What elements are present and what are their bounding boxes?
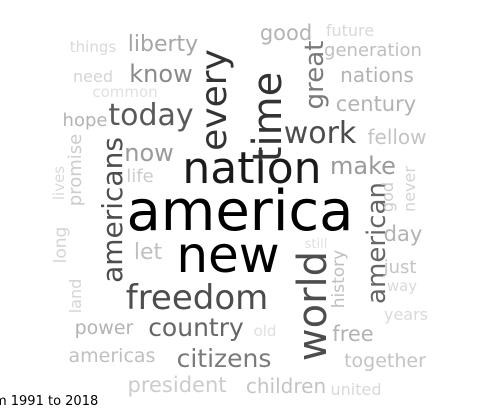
- cloud-word-need: need: [73, 67, 113, 86]
- cloud-word-still: still: [305, 237, 328, 252]
- cloud-word-america: america: [126, 179, 353, 244]
- cloud-word-things: things: [70, 38, 117, 56]
- cloud-word-liberty: liberty: [128, 32, 198, 57]
- cloud-word-nation: nation: [182, 143, 321, 194]
- cloud-word-future: future: [326, 21, 374, 40]
- cloud-word-children: children: [246, 374, 326, 398]
- cloud-word-fellow: fellow: [367, 125, 426, 149]
- cloud-word-common: common: [92, 83, 157, 101]
- cloud-word-hope: hope: [63, 110, 108, 131]
- cloud-word-americas: americas: [69, 345, 156, 367]
- cloud-word-years: years: [384, 305, 428, 324]
- cloud-word-generation: generation: [324, 40, 422, 61]
- cloud-word-old: old: [254, 322, 277, 340]
- cloud-word-free: free: [332, 322, 373, 346]
- cloud-word-life: life: [126, 166, 153, 187]
- cloud-word-today: today: [108, 98, 193, 133]
- cloud-word-never: never: [400, 166, 419, 212]
- cloud-word-now: now: [124, 139, 174, 167]
- cloud-word-president: president: [128, 373, 227, 397]
- cloud-word-promise: promise: [65, 134, 86, 206]
- cloud-word-great: great: [300, 41, 330, 110]
- cloud-word-freedom: freedom: [126, 278, 269, 318]
- cloud-word-day: day: [384, 222, 423, 246]
- cloud-word-lives: lives: [50, 166, 68, 200]
- cloud-word-americans: americans: [96, 137, 129, 283]
- cloud-word-long: long: [51, 227, 71, 264]
- cloud-word-time: time: [245, 72, 291, 162]
- cloud-word-american: american: [362, 182, 392, 304]
- cloud-word-world: world: [290, 251, 336, 361]
- cloud-word-let: let: [134, 240, 163, 265]
- cloud-word-just: just: [383, 257, 417, 278]
- cloud-word-god: god: [378, 182, 397, 212]
- cloud-word-united: united: [331, 380, 382, 399]
- cloud-word-new: new: [176, 226, 279, 284]
- cloud-word-history: history: [329, 250, 349, 308]
- cloud-word-know: know: [129, 60, 192, 88]
- cloud-word-every: every: [194, 49, 235, 151]
- cloud-word-century: century: [336, 92, 416, 116]
- cloud-word-country: country: [148, 313, 244, 342]
- cloud-word-nations: nations: [340, 63, 414, 87]
- cloud-word-work: work: [284, 116, 357, 151]
- cloud-word-power: power: [75, 317, 134, 339]
- cloud-word-way: way: [387, 277, 417, 295]
- cloud-word-together: together: [344, 350, 426, 372]
- cloud-word-citizens: citizens: [177, 344, 272, 373]
- cloud-word-land: land: [66, 279, 85, 314]
- cloud-word-make: make: [330, 152, 396, 180]
- caption-text: om 1991 to 2018: [0, 394, 99, 409]
- cloud-word-good: good: [260, 21, 312, 45]
